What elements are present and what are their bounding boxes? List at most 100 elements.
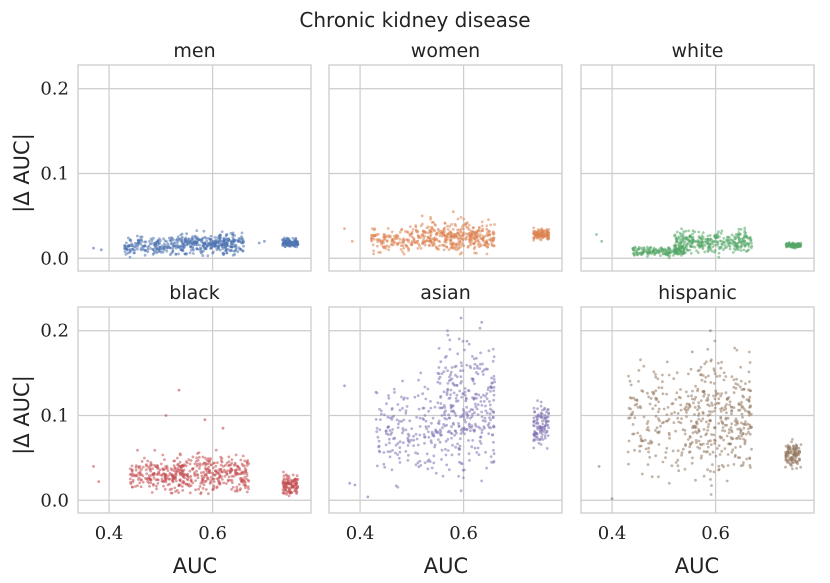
data-point: [378, 407, 381, 411]
data-point: [184, 464, 188, 468]
data-point: [294, 239, 298, 242]
data-point: [455, 375, 459, 379]
data-point: [146, 465, 150, 469]
data-point: [232, 237, 236, 241]
data-point: [639, 358, 642, 362]
data-point: [479, 396, 483, 399]
data-point: [478, 426, 482, 430]
data-point: [639, 434, 642, 438]
data-point: [149, 461, 153, 464]
data-point: [734, 423, 738, 427]
data-point: [290, 241, 294, 244]
data-point: [431, 416, 435, 420]
data-point: [461, 430, 465, 434]
data-point: [134, 474, 137, 478]
data-point: [191, 467, 195, 470]
data-point: [643, 438, 647, 442]
data-point: [424, 397, 428, 401]
panel-white: white: [580, 40, 815, 272]
data-point: [468, 364, 472, 368]
data-point: [165, 240, 168, 243]
data-point: [128, 255, 132, 259]
data-point: [414, 225, 418, 229]
data-point: [456, 442, 459, 446]
data-point: [195, 473, 199, 476]
data-point: [189, 479, 193, 482]
data-point: [717, 464, 721, 468]
data-point: [375, 464, 379, 468]
data-point: [742, 422, 745, 426]
data-point: [191, 455, 195, 459]
data-point: [198, 243, 201, 247]
data-point: [665, 419, 668, 423]
data-point: [283, 491, 287, 495]
data-point: [423, 239, 427, 243]
data-point: [421, 242, 425, 246]
data-point: [738, 456, 742, 459]
data-point: [788, 459, 791, 463]
data-point: [173, 475, 177, 479]
data-point: [128, 477, 132, 481]
data-point: [234, 453, 238, 457]
data-point: [708, 419, 711, 422]
data-point: [172, 245, 176, 248]
data-point: [236, 250, 240, 254]
data-point: [437, 244, 441, 248]
data-point: [646, 255, 649, 258]
data-point: [721, 243, 724, 247]
data-point: [188, 251, 192, 255]
data-point: [192, 243, 196, 247]
data-point: [646, 426, 650, 429]
data-point: [463, 393, 467, 397]
data-point: [704, 433, 708, 437]
data-point: [541, 422, 545, 426]
data-point: [465, 235, 469, 239]
data-point: [447, 248, 451, 252]
data-point: [475, 407, 479, 411]
data-point: [794, 447, 798, 451]
data-point: [706, 442, 709, 446]
data-point: [436, 380, 440, 384]
data-point: [457, 337, 461, 341]
data-point: [464, 232, 468, 236]
data-point: [371, 243, 375, 247]
data-point: [151, 252, 155, 256]
data-point: [657, 386, 661, 389]
data-point: [716, 447, 719, 450]
data-point: [742, 407, 746, 410]
data-point: [656, 377, 660, 381]
data-point: [438, 240, 442, 244]
data-point: [195, 247, 199, 251]
data-point: [458, 447, 462, 451]
data-point: [463, 418, 467, 422]
data-point: [541, 236, 544, 240]
data-point: [489, 426, 493, 430]
data-point: [434, 430, 438, 434]
data-point: [468, 234, 471, 238]
data-point: [462, 412, 466, 416]
data-point: [785, 245, 788, 249]
data-point: [198, 467, 201, 470]
data-point: [547, 419, 550, 423]
data-point: [293, 478, 297, 482]
data-point: [691, 424, 695, 428]
data-point: [739, 246, 743, 249]
data-point: [434, 245, 438, 249]
data-point: [489, 455, 493, 458]
data-point: [726, 241, 729, 245]
data-point: [536, 417, 539, 421]
data-point: [492, 452, 496, 456]
data-point: [171, 479, 174, 483]
data-point: [726, 453, 730, 456]
data-point: [467, 424, 471, 427]
data-point: [412, 444, 415, 447]
data-point: [437, 366, 441, 369]
data-point: [706, 234, 710, 238]
data-point: [458, 437, 462, 441]
data-point: [688, 445, 692, 449]
data-point: [654, 414, 658, 418]
data-point: [667, 373, 671, 377]
data-point: [543, 408, 546, 411]
data-point: [740, 400, 743, 404]
data-point: [706, 248, 710, 252]
